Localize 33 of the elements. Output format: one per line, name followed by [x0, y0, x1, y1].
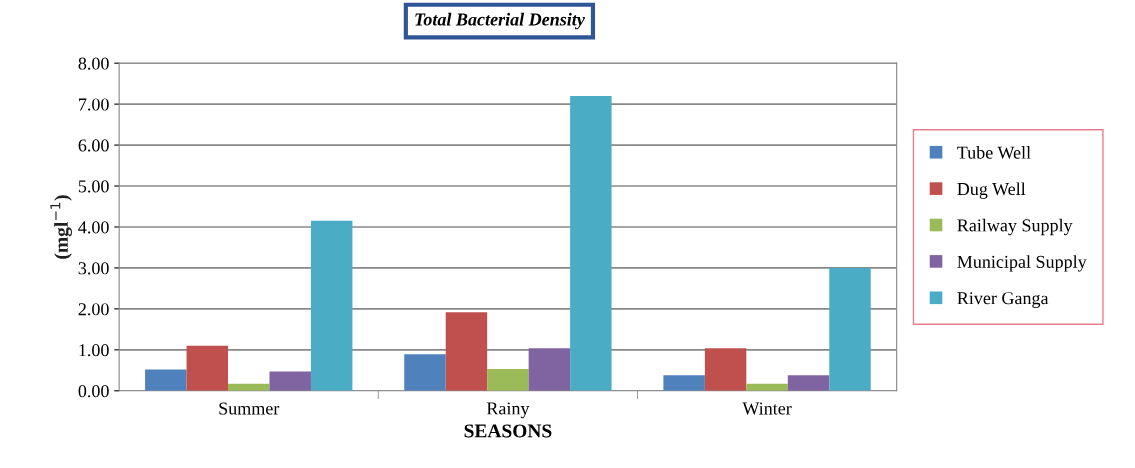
y-tick-label: 4.00	[78, 221, 109, 234]
y-tick-label: 8.00	[78, 57, 109, 70]
bar	[528, 348, 571, 391]
legend-label: Municipal Supply	[957, 255, 1087, 272]
legend-label: River Ganga	[957, 292, 1049, 309]
bar	[663, 375, 705, 391]
x-tick-label: Summer	[219, 402, 280, 415]
bar	[404, 354, 446, 391]
y-tick-label: 0.00	[78, 385, 109, 398]
x-tick-label: Winter	[742, 402, 792, 415]
legend-label: Railway Supply	[957, 218, 1073, 236]
legend-label: Dug Well	[957, 182, 1026, 199]
bar	[269, 371, 311, 391]
bar	[145, 369, 187, 391]
bar	[787, 375, 830, 391]
bar	[704, 348, 747, 391]
chart-title: Total Bacterial Density	[415, 12, 585, 30]
x-tick-label: Rainy	[486, 402, 530, 419]
legend-label: Tube Well	[957, 146, 1031, 159]
y-tick-label: 5.00	[78, 180, 109, 193]
bar	[570, 95, 612, 391]
bar	[829, 267, 871, 391]
bar	[186, 345, 229, 391]
y-tick-label: 3.00	[78, 262, 109, 275]
bar	[445, 312, 488, 391]
y-axis-title: (mgl$^{−1}$)	[50, 195, 72, 259]
y-tick-label: 6.00	[78, 139, 109, 152]
y-tick-label: 2.00	[78, 303, 109, 316]
y-tick-label: 7.00	[79, 98, 109, 111]
bar	[487, 369, 529, 391]
bar	[310, 220, 353, 391]
x-axis-title: SEASONS	[464, 424, 552, 438]
y-tick-label: 1.00	[79, 344, 109, 357]
